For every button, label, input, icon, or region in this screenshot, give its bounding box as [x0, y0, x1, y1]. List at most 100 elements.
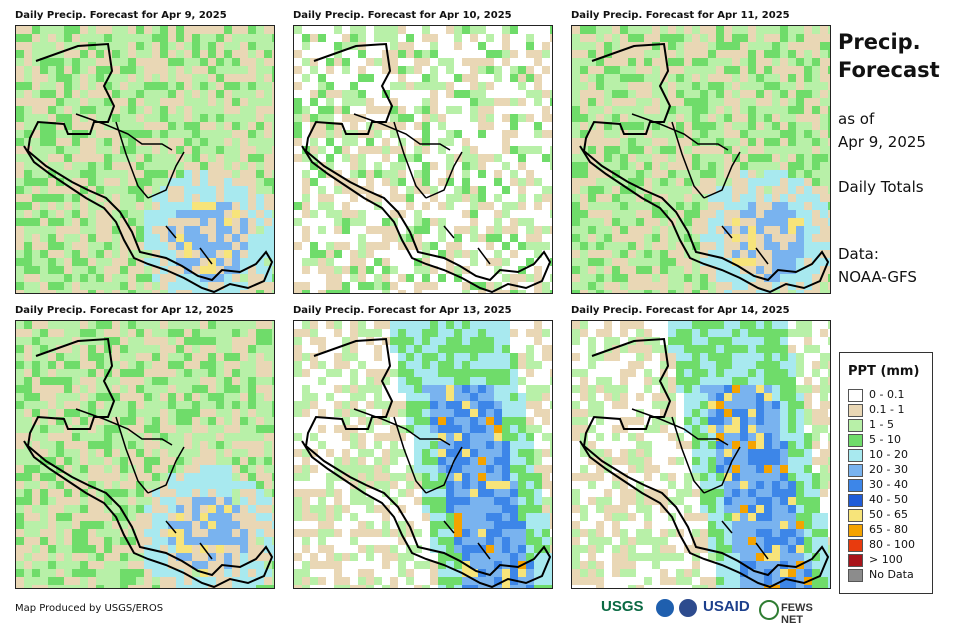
precip-cell	[612, 258, 620, 266]
precip-cell	[264, 34, 272, 42]
precip-cell	[160, 513, 168, 521]
precip-cell	[510, 417, 518, 425]
precip-cell	[216, 401, 224, 409]
precip-cell	[88, 218, 96, 226]
precip-cell	[462, 353, 470, 361]
precip-cell	[310, 266, 318, 274]
precip-cell	[64, 433, 72, 441]
precip-cell	[486, 82, 494, 90]
precip-cell	[430, 90, 438, 98]
precip-cell	[302, 234, 310, 242]
precip-cell	[534, 409, 542, 417]
precip-cell	[208, 489, 216, 497]
precip-cell	[510, 393, 518, 401]
precip-cell	[526, 345, 534, 353]
precip-cell	[224, 122, 232, 130]
precip-cell	[796, 130, 804, 138]
precip-cell	[692, 218, 700, 226]
precip-cell	[828, 226, 830, 234]
precip-cell	[88, 457, 96, 465]
precip-cell	[294, 210, 302, 218]
precip-cell	[446, 114, 454, 122]
precip-cell	[32, 146, 40, 154]
precip-cell	[152, 473, 160, 481]
precip-cell	[652, 242, 660, 250]
precip-cell	[644, 74, 652, 82]
precip-cell	[820, 74, 828, 82]
precip-cell	[620, 90, 628, 98]
precip-cell	[542, 345, 550, 353]
precip-cell	[414, 401, 422, 409]
precip-cell	[104, 553, 112, 561]
precip-cell	[334, 42, 342, 50]
precip-cell	[812, 122, 820, 130]
precip-cell	[80, 345, 88, 353]
precip-cell	[478, 258, 486, 266]
precip-cell	[454, 114, 462, 122]
precip-cell	[272, 545, 274, 553]
precip-cell	[96, 401, 104, 409]
precip-cell	[240, 178, 248, 186]
precip-cell	[240, 194, 248, 202]
precip-cell	[374, 98, 382, 106]
precip-cell	[96, 569, 104, 577]
precip-cell	[454, 42, 462, 50]
precip-cell	[676, 194, 684, 202]
precip-cell	[828, 34, 830, 42]
precip-cell	[272, 569, 274, 577]
precip-cell	[208, 417, 216, 425]
precip-cell	[264, 114, 272, 122]
precip-cell	[32, 561, 40, 569]
precip-cell	[200, 162, 208, 170]
precip-cell	[72, 577, 80, 585]
precip-cell	[80, 154, 88, 162]
precip-cell	[334, 194, 342, 202]
precip-cell	[248, 585, 256, 588]
precip-cell	[740, 210, 748, 218]
precip-cell	[208, 441, 216, 449]
precip-cell	[120, 114, 128, 122]
precip-cell	[534, 218, 542, 226]
precip-cell	[374, 218, 382, 226]
precip-cell	[264, 282, 272, 290]
precip-cell	[812, 218, 820, 226]
precip-cell	[272, 170, 274, 178]
precip-cell	[398, 337, 406, 345]
precip-cell	[48, 537, 56, 545]
precip-cell	[334, 162, 342, 170]
precip-cell	[256, 170, 264, 178]
precip-cell	[96, 178, 104, 186]
precip-cell	[422, 74, 430, 82]
precip-cell	[700, 170, 708, 178]
precip-cell	[24, 162, 32, 170]
precip-cell	[518, 401, 526, 409]
precip-cell	[334, 74, 342, 82]
precip-cell	[16, 345, 24, 353]
precip-cell	[232, 154, 240, 162]
precip-cell	[700, 138, 708, 146]
precip-cell	[820, 202, 828, 210]
precip-cell	[152, 449, 160, 457]
precip-cell	[200, 337, 208, 345]
precip-cell	[518, 90, 526, 98]
precip-cell	[112, 274, 120, 282]
precip-cell	[612, 154, 620, 162]
precip-cell	[80, 553, 88, 561]
precip-cell	[684, 218, 692, 226]
precip-cell	[748, 66, 756, 74]
precip-cell	[430, 369, 438, 377]
precip-cell	[494, 154, 502, 162]
precip-cell	[446, 242, 454, 250]
precip-cell	[414, 154, 422, 162]
precip-cell	[660, 282, 668, 290]
precip-cell	[326, 425, 334, 433]
precip-cell	[748, 250, 756, 258]
precip-cell	[358, 50, 366, 58]
precip-cell	[580, 34, 588, 42]
precip-cell	[534, 90, 542, 98]
precip-cell	[374, 377, 382, 385]
precip-cell	[804, 42, 812, 50]
precip-cell	[572, 162, 580, 170]
precip-cell	[48, 401, 56, 409]
precip-cell	[224, 417, 232, 425]
